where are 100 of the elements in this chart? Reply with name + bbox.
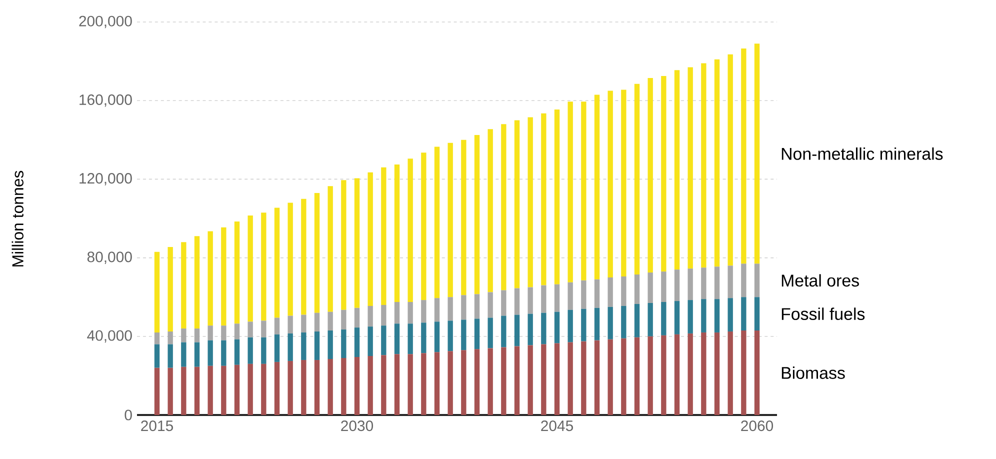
bar: [621, 306, 626, 338]
bar: [288, 202, 293, 316]
bar: [194, 328, 200, 342]
y-tick-label: 120,000: [80, 173, 132, 186]
bar: [528, 345, 533, 415]
bar: [421, 322, 426, 354]
bar: [154, 344, 160, 368]
bar: [741, 330, 746, 415]
bar: [274, 318, 280, 334]
bar: [701, 299, 706, 332]
bar: [341, 330, 346, 358]
bar: [394, 164, 400, 302]
bar: [314, 312, 320, 332]
bar: [261, 212, 266, 321]
bar: [501, 290, 506, 316]
bar: [448, 351, 453, 415]
bar: [594, 308, 600, 340]
y-tick-label: 160,000: [80, 94, 132, 107]
bar: [354, 357, 360, 415]
x-tick-label: 2060: [741, 420, 774, 432]
bar: [274, 208, 280, 318]
bar: [688, 300, 693, 334]
bar: [394, 302, 400, 324]
bar: [528, 287, 533, 314]
bar: [554, 312, 560, 344]
y-tick-label: 40,000: [87, 330, 132, 343]
y-tick-label: 200,000: [79, 16, 132, 28]
bar: [554, 343, 560, 415]
bar: [208, 326, 213, 340]
bar: [488, 292, 493, 318]
bar: [234, 364, 240, 415]
bar: [354, 178, 360, 308]
bar: [714, 59, 720, 267]
bar: [674, 334, 680, 415]
bar: [554, 284, 560, 312]
bar: [221, 366, 226, 415]
bar: [568, 102, 573, 282]
bar: [541, 344, 546, 415]
bar: [181, 366, 186, 415]
bar: [288, 360, 293, 415]
bar: [474, 318, 480, 350]
bar: [661, 302, 666, 336]
bar: [234, 339, 240, 365]
bar: [594, 279, 600, 308]
bar: [514, 288, 520, 315]
bar: [261, 320, 266, 338]
bar: [754, 44, 760, 264]
bar: [741, 297, 746, 331]
bar: [301, 314, 306, 332]
bar: [208, 231, 213, 326]
bar: [474, 349, 480, 415]
bar: [674, 301, 680, 334]
bar: [714, 332, 720, 415]
bar: [634, 337, 640, 415]
bar: [434, 352, 440, 415]
bar: [648, 336, 653, 415]
bar: [354, 328, 360, 358]
bar: [621, 338, 626, 415]
bar: [608, 90, 613, 278]
bar: [581, 280, 586, 309]
bar: [474, 294, 480, 319]
bar: [701, 63, 706, 268]
bar: [181, 328, 186, 342]
bar: [421, 152, 426, 300]
bar: [634, 274, 640, 304]
bar: [168, 246, 173, 332]
bar: [421, 300, 426, 323]
series-label: Non-metallic minerals: [782, 147, 943, 160]
bar: [581, 308, 586, 342]
bar: [568, 282, 573, 310]
bar: [261, 337, 266, 364]
bar: [408, 158, 413, 302]
bar: [221, 340, 226, 366]
bar: [568, 310, 573, 342]
bar: [501, 124, 506, 290]
bar: [621, 90, 626, 276]
bar: [248, 364, 253, 415]
bar: [648, 302, 653, 336]
bar: [328, 330, 333, 359]
bar: [648, 272, 653, 303]
bar: [514, 346, 520, 415]
bar: [461, 140, 466, 296]
bar: [368, 306, 373, 327]
bar: [541, 312, 546, 344]
bar: [328, 186, 333, 312]
bar: [541, 113, 546, 286]
bar: [688, 333, 693, 415]
bar: [688, 67, 693, 269]
bar: [181, 242, 186, 329]
bar: [221, 326, 226, 340]
bar: [288, 333, 293, 361]
bar: [714, 299, 720, 332]
bar: [688, 268, 693, 300]
bar: [661, 76, 666, 272]
bar: [488, 129, 493, 292]
bar: [448, 320, 453, 352]
bar: [368, 356, 373, 415]
bar: [528, 314, 533, 346]
bar: [381, 355, 386, 415]
bar: [514, 314, 520, 346]
